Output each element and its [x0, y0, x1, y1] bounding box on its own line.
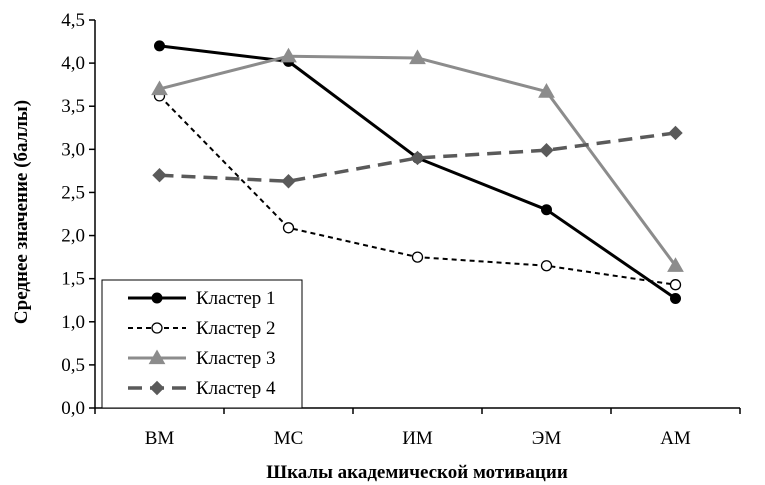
data-point — [154, 40, 165, 52]
series-4 — [152, 125, 683, 189]
legend-item: Кластер 3 — [128, 348, 276, 369]
data-point — [667, 257, 684, 272]
legend-label: Кластер 1 — [196, 288, 276, 309]
data-point — [538, 83, 555, 98]
legend-item: Кластер 1 — [128, 288, 276, 309]
legend: Кластер 1 Кластер 2 Кластер 3 Кластер 4 — [101, 279, 303, 409]
legend-item: Кластер 2 — [128, 318, 276, 339]
series-1 — [154, 40, 681, 304]
legend-item: Кластер 4 — [128, 378, 276, 399]
y-tick-label: 2,5 — [61, 182, 85, 203]
x-tick-label: ВМ — [145, 428, 175, 449]
x-axis-title: Шкалы академической мотивации — [266, 462, 568, 483]
y-tick-label: 1,5 — [61, 269, 85, 290]
y-tick-label: 3,0 — [61, 139, 85, 160]
data-point — [280, 47, 297, 63]
legend-marker — [148, 349, 166, 365]
legend-marker — [149, 380, 165, 396]
data-point — [669, 279, 682, 291]
data-point — [539, 142, 554, 158]
data-point — [281, 174, 296, 189]
data-point — [668, 125, 683, 141]
legend-marker — [151, 322, 163, 334]
y-tick-label: 4,5 — [61, 10, 85, 31]
series-2 — [153, 90, 682, 291]
x-tick-label: ЭМ — [532, 428, 562, 449]
x-tick-label: АМ — [660, 428, 691, 449]
legend-marker — [151, 292, 163, 304]
data-point — [409, 49, 426, 65]
data-point — [540, 260, 553, 272]
data-point — [282, 222, 295, 234]
x-axis-ticks: ВМ МС ИМ ЭМ АМ — [94, 408, 741, 449]
data-point — [670, 292, 681, 304]
x-tick-label: ИМ — [402, 428, 433, 449]
data-point — [410, 150, 425, 166]
y-axis-ticks: 0,0 0,5 1,0 1,5 2,0 2,5 3,0 3,5 4,0 4,5 — [61, 10, 95, 419]
data-point — [541, 204, 552, 216]
legend-label: Кластер 3 — [196, 348, 276, 369]
x-tick-label: МС — [274, 428, 304, 449]
y-tick-label: 0,0 — [61, 398, 85, 419]
y-axis-title: Среднее значение (баллы) — [11, 100, 32, 324]
series-3 — [151, 47, 684, 272]
y-tick-label: 4,0 — [61, 53, 85, 74]
legend-label: Кластер 2 — [196, 318, 276, 339]
y-tick-label: 3,5 — [61, 96, 85, 117]
data-point — [151, 80, 168, 96]
series-layer — [151, 40, 684, 304]
y-tick-label: 0,5 — [61, 355, 85, 376]
data-point — [152, 167, 167, 183]
legend-label: Кластер 4 — [196, 378, 276, 399]
y-tick-label: 1,0 — [61, 312, 85, 333]
y-tick-label: 2,0 — [61, 226, 85, 247]
data-point — [411, 251, 424, 263]
